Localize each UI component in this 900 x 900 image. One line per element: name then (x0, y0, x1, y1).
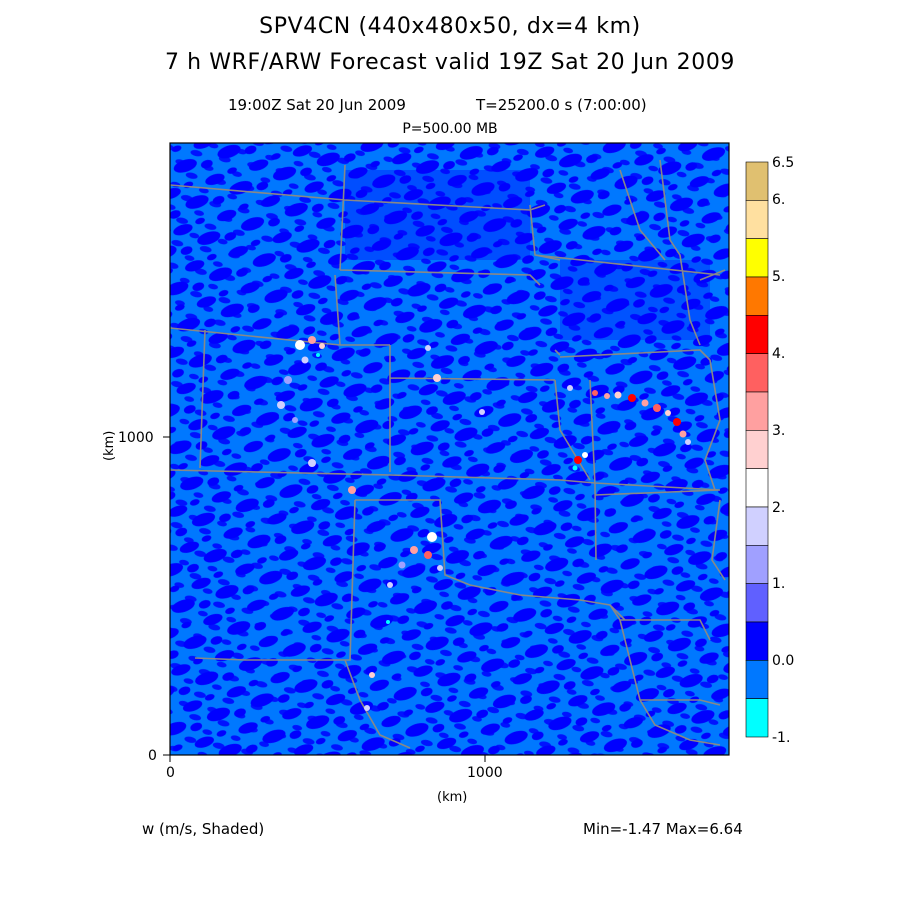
colorbar-label: 6.5 (772, 155, 794, 171)
colorbar-swatch (745, 698, 769, 738)
colorbar-label: 3. (772, 423, 785, 439)
colorbar-swatch (745, 315, 769, 354)
colorbar-label: 4. (772, 346, 785, 362)
plot-frame (169, 142, 730, 756)
colorbar-label: 0.0 (772, 653, 794, 669)
plot-title: SPV4CN (440x480x50, dx=4 km) (259, 14, 641, 39)
colorbar-swatch (745, 200, 769, 239)
colorbar-swatch (745, 583, 769, 623)
colorbar-swatch (745, 621, 769, 661)
x-axis-label: (km) (437, 790, 467, 805)
colorbar-swatch (745, 353, 769, 393)
colorbar-swatch (745, 238, 769, 278)
valid-time: 19:00Z Sat 20 Jun 2009 (228, 96, 406, 114)
pressure-level: P=500.00 MB (402, 121, 498, 137)
colorbar-swatch (745, 506, 769, 546)
colorbar: 6.5 6. 5. 4. 3. 2. 1. 0.0 -1. (745, 155, 794, 746)
min-max-readout: Min=-1.47 Max=6.64 (583, 820, 743, 838)
x-tick-0: 0 (166, 765, 175, 781)
y-tick-1000: 1000 (118, 430, 154, 446)
y-axis-label: (km) (102, 431, 117, 461)
colorbar-label: 1. (772, 576, 785, 592)
colorbar-swatch (745, 391, 769, 431)
model-time: T=25200.0 s (7:00:00) (476, 96, 647, 114)
state-borders (170, 159, 726, 749)
colorbar-label: 5. (772, 269, 785, 285)
colorbar-swatch (745, 161, 769, 201)
axis-ticks (163, 436, 486, 762)
colorbar-swatch (745, 468, 769, 508)
plot-subtitle: 7 h WRF/ARW Forecast valid 19Z Sat 20 Ju… (164, 50, 736, 75)
colorbar-swatch (745, 430, 769, 469)
colorbar-swatch (745, 660, 769, 699)
updraft-cells (277, 336, 691, 711)
colorbar-label: -1. (772, 730, 790, 746)
colorbar-label: 6. (772, 192, 785, 208)
x-tick-1000: 1000 (467, 765, 503, 781)
colorbar-swatch (745, 276, 769, 316)
colorbar-swatch (745, 545, 769, 584)
vertical-velocity-field (170, 143, 729, 755)
colorbar-label: 2. (772, 500, 785, 516)
field-description: w (m/s, Shaded) (142, 820, 265, 838)
y-tick-0: 0 (148, 748, 157, 764)
